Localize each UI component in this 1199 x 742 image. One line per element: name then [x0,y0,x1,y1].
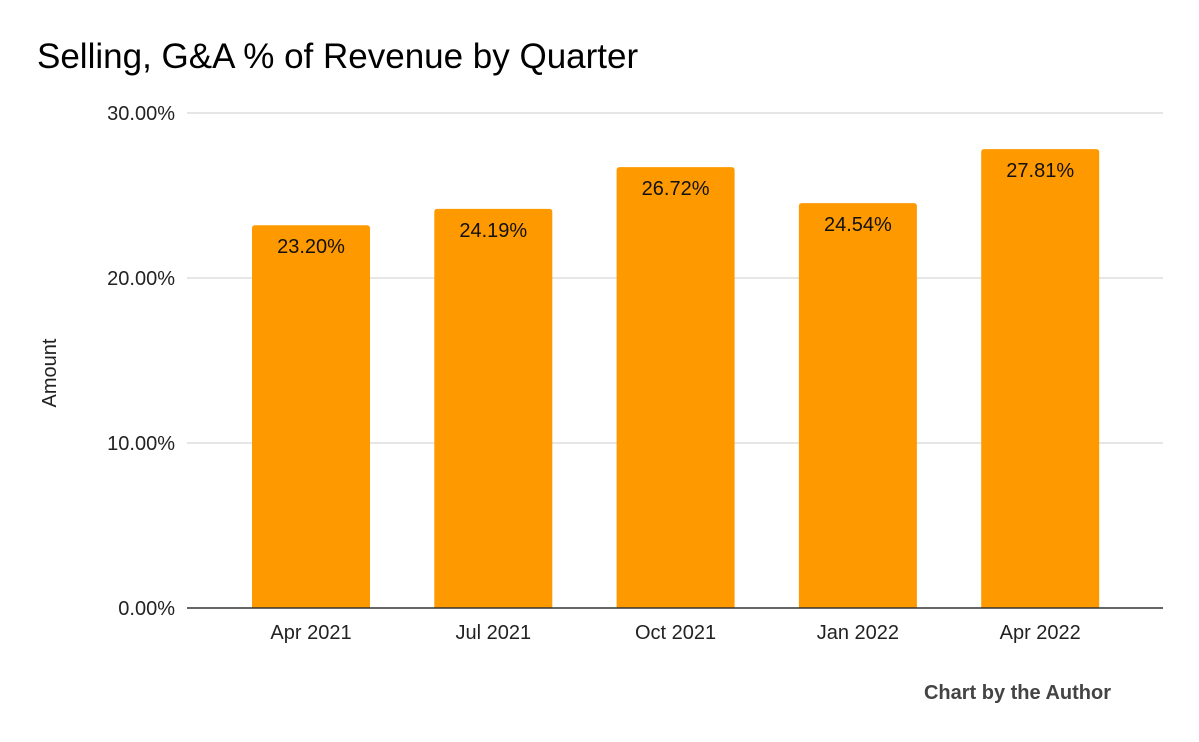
data-label: 23.20% [277,236,345,258]
x-tick-label: Jan 2022 [817,622,899,644]
x-tick-label: Apr 2022 [1000,622,1081,644]
y-axis-label: Amount [39,338,61,407]
bars: 23.20% Apr 2021 24.19% Jul 2021 26.72% Oct 20… [252,149,1100,644]
data-label: 26.72% [642,178,710,200]
bar-group: 24.19% Jul 2021 [434,208,553,644]
bar-group: 23.20% Apr 2021 [252,225,370,644]
bar[interactable] [434,208,553,609]
x-tick-label: Oct 2021 [635,622,716,644]
bar[interactable] [616,167,735,608]
chart-credit: Chart by the Author [924,682,1111,704]
chart-title: Selling, G&A % of Revenue by Quarter [37,37,638,76]
bar-group: 24.54% Jan 2022 [798,203,917,644]
bar-group: 26.72% Oct 2021 [616,167,735,644]
bar[interactable] [252,225,370,608]
y-tick-label: 20.00% [107,268,175,290]
data-label: 27.81% [1006,160,1074,182]
x-tick-label: Apr 2021 [270,622,351,644]
y-tick-label: 0.00% [118,598,175,620]
bar-group: 27.81% Apr 2022 [981,149,1100,644]
data-label: 24.19% [459,220,527,242]
y-tick-label: 30.00% [107,103,175,125]
y-tick-label: 10.00% [107,433,175,455]
bar[interactable] [981,149,1100,608]
data-label: 24.54% [824,214,892,236]
x-tick-label: Jul 2021 [455,622,531,644]
bar[interactable] [798,203,917,608]
